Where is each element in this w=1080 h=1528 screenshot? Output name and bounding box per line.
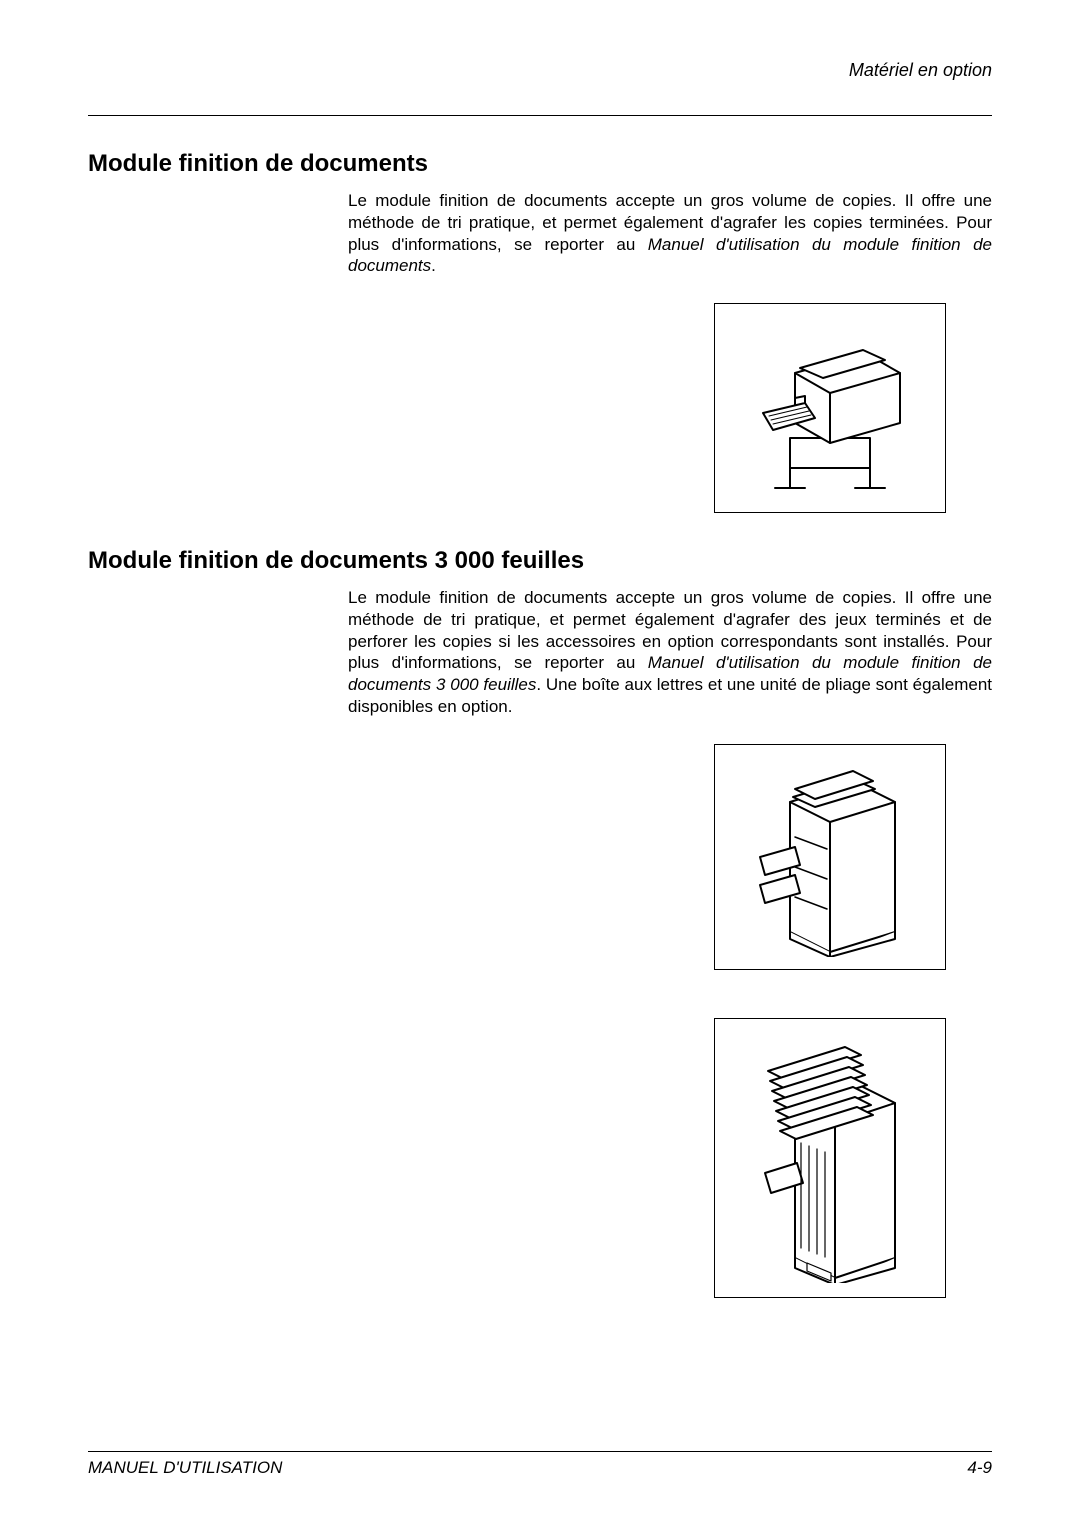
- finisher-icon: [735, 318, 925, 498]
- manual-page: Matériel en option Module finition de do…: [0, 0, 1080, 1528]
- header-section-label: Matériel en option: [88, 60, 992, 85]
- finisher-3000-icon: [735, 757, 925, 957]
- figure2-row: [88, 744, 992, 970]
- footer-rule: MANUEL D'UTILISATION 4-9: [88, 1451, 992, 1478]
- section1-text-b: .: [431, 256, 436, 275]
- footer-left-text: MANUEL D'UTILISATION: [88, 1458, 282, 1478]
- mailbox-unit-icon: [735, 1033, 925, 1283]
- section2-title: Module finition de documents 3 000 feuil…: [88, 547, 992, 575]
- figure-mailbox-unit: [714, 1018, 946, 1298]
- figure1-row: [88, 303, 992, 513]
- footer: MANUEL D'UTILISATION 4-9: [88, 1451, 992, 1478]
- section1-paragraph: Le module finition de documents accepte …: [348, 190, 992, 277]
- figure-document-finisher: [714, 303, 946, 513]
- header-rule: [88, 115, 992, 116]
- section1-title: Module finition de documents: [88, 150, 992, 178]
- footer-page-number: 4-9: [967, 1458, 992, 1478]
- section2-paragraph: Le module finition de documents accepte …: [348, 587, 992, 718]
- figure3-row: [88, 996, 992, 1298]
- figure-3000-finisher: [714, 744, 946, 970]
